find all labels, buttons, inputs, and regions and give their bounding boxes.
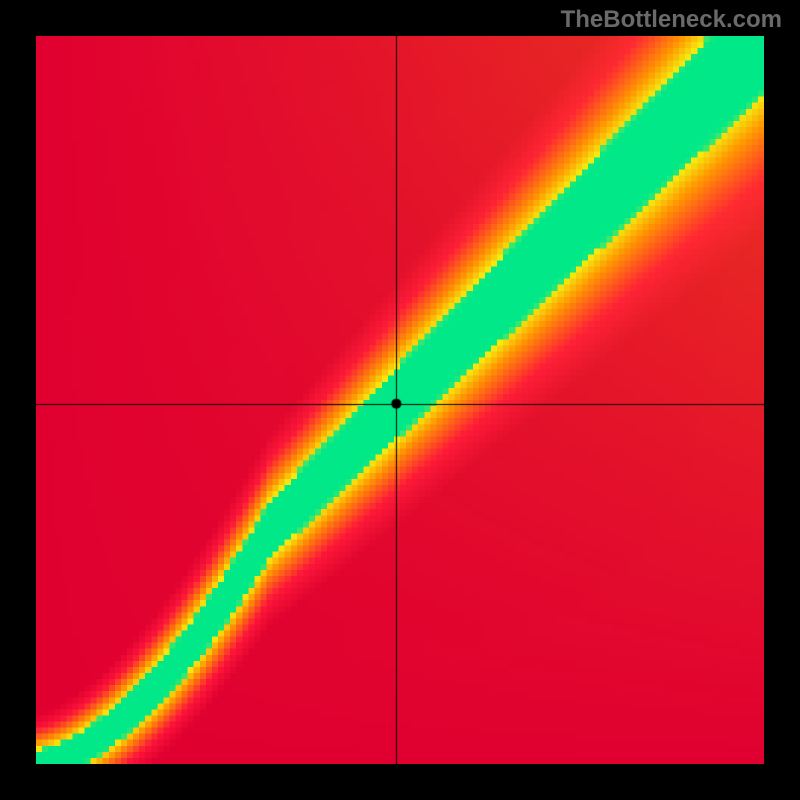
- watermark-text: TheBottleneck.com: [561, 6, 782, 34]
- crosshair-overlay: [36, 36, 764, 764]
